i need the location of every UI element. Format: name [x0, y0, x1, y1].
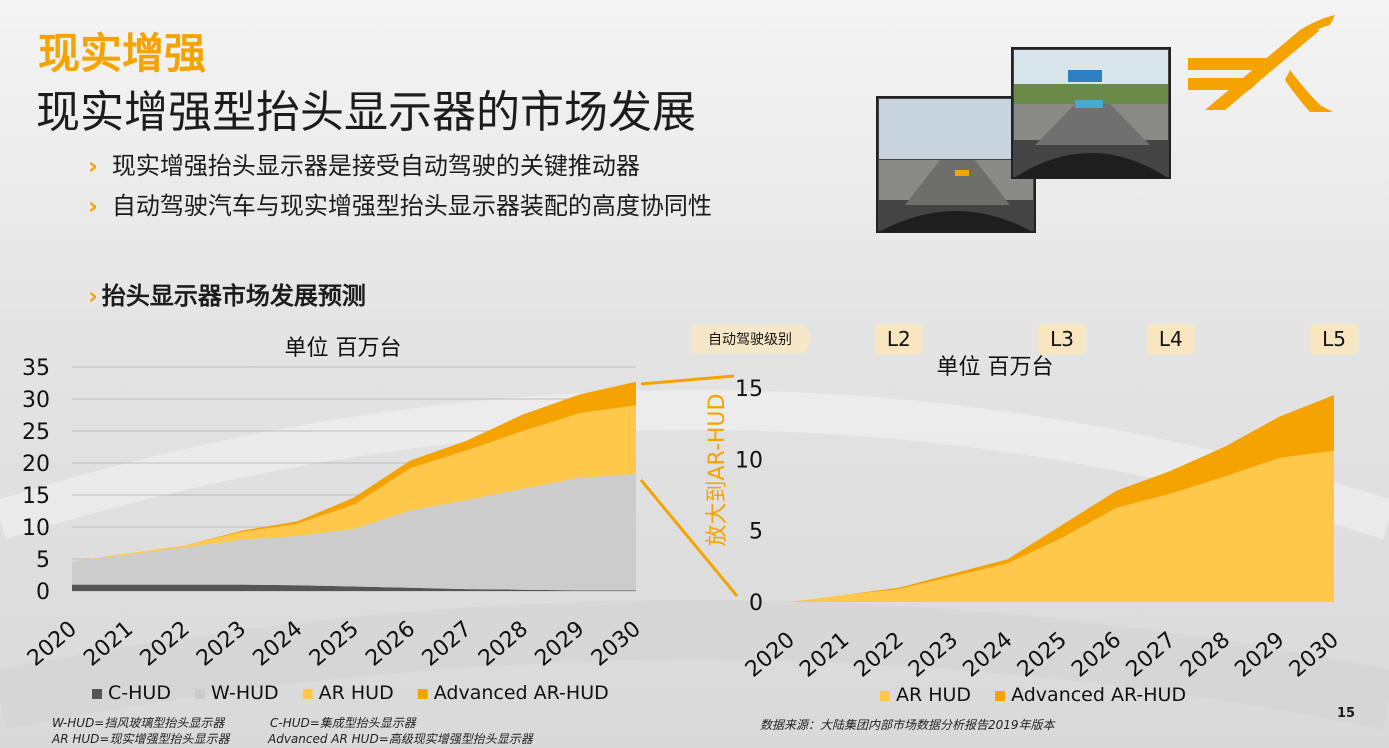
legend-swatch [302, 689, 313, 699]
x-tick-label: 2028 [474, 616, 533, 671]
legend-swatch [92, 689, 102, 699]
area-ar-hud [790, 450, 1334, 602]
y-tick-label: 10 [735, 448, 763, 473]
footnote: W-HUD=挡风玻璃型抬头显示器 [52, 716, 225, 730]
unit-label: 单位 百万台 [285, 336, 402, 361]
x-tick-label: 2022 [136, 616, 195, 671]
x-tick-label: 2024 [248, 616, 307, 671]
autonomy-level-name: L3 [1050, 327, 1074, 351]
y-tick-label: 0 [749, 591, 763, 616]
hud-photo-small [876, 96, 1036, 233]
legend-swatch [194, 689, 205, 699]
zoom-connector [639, 374, 739, 597]
bullet-text: 自动驾驶汽车与现实增强型抬头显示器装配的高度协同性 [111, 192, 712, 220]
x-tick-label: 2030 [587, 616, 646, 671]
area-w-hud [72, 473, 636, 591]
y-tick-label: 35 [22, 356, 50, 381]
bullet-text: 现实增强抬头显示器是接受自动驾驶的关键推动器 [111, 152, 640, 180]
area-advanced-ar-hud [72, 381, 636, 562]
legend-label: C-HUD [108, 682, 171, 704]
y-tick-label: 15 [735, 377, 763, 402]
autonomy-level-header [692, 325, 812, 353]
autonomy-level-label: 自动驾驶级别 [708, 332, 792, 348]
x-tick-label: 2030 [1285, 627, 1344, 682]
legend-label: W-HUD [211, 682, 279, 704]
x-tick-label: 2026 [361, 616, 420, 671]
legend-swatch [880, 691, 890, 701]
legend-label: Advanced AR-HUD [1011, 684, 1186, 706]
area-ar-hud [72, 405, 636, 562]
autonomy-level-name: L5 [1322, 327, 1346, 351]
x-tick-label: 2028 [1176, 627, 1235, 682]
autonomy-level-name: L4 [1159, 327, 1183, 351]
legend-swatch [995, 691, 1006, 701]
x-tick-label: 2023 [904, 627, 963, 682]
section-title-text: 抬头显示器市场发展预测 [101, 282, 366, 310]
page-number: 15 [1337, 706, 1356, 721]
x-tick-label: 2020 [741, 627, 800, 682]
x-tick-label: 2021 [795, 627, 854, 682]
x-tick-label: 2029 [1230, 627, 1289, 682]
legend-label: AR HUD [896, 684, 971, 706]
y-tick-label: 20 [22, 452, 50, 477]
autonomy-level-name: L2 [887, 327, 911, 351]
legend-label: Advanced AR-HUD [434, 682, 609, 704]
y-tick-label: 30 [22, 388, 50, 413]
x-tick-label: 2025 [1013, 627, 1072, 682]
x-tick-label: 2026 [1067, 627, 1126, 682]
chevron-right-icon: › [88, 152, 98, 180]
section-title: › 抬头显示器市场发展预测 [88, 276, 366, 311]
y-axis-label: 放大到AR-HUD [705, 394, 730, 547]
x-tick-label: 2022 [850, 627, 909, 682]
y-tick-label: 0 [36, 580, 50, 605]
y-tick-label: 25 [22, 420, 50, 445]
hud-photo-large [1011, 47, 1171, 179]
area-c-hud [72, 584, 636, 591]
ar-hud-zoom-chart: 0510152020202120222023202420252026202720… [692, 324, 1358, 706]
connector-line [640, 374, 735, 386]
x-tick-label: 2029 [530, 616, 589, 671]
x-tick-label: 2025 [305, 616, 364, 671]
data-source: 数据来源：大陆集团内部市场数据分析报告2019年版本 [760, 718, 1055, 732]
x-tick-label: 2023 [192, 616, 251, 671]
page-title: 现实增强型抬头显示器的市场发展 [36, 87, 696, 138]
bullet-point: › 自动驾驶汽车与现实增强型抬头显示器装配的高度协同性 [88, 186, 712, 221]
x-tick-label: 2024 [958, 627, 1017, 682]
y-tick-label: 15 [22, 484, 50, 509]
x-tick-label: 2020 [23, 616, 82, 671]
autonomy-level-box [874, 324, 923, 354]
connector-line [639, 479, 739, 597]
hud-market-chart: 0510152025303520202021202220232024202520… [22, 336, 646, 704]
autonomy-level-box [1310, 324, 1358, 354]
x-tick-label: 2027 [418, 616, 477, 671]
kicker-title: 现实增强 [38, 29, 207, 78]
bullet-point: › 现实增强抬头显示器是接受自动驾驶的关键推动器 [88, 146, 640, 181]
y-tick-label: 5 [36, 548, 50, 573]
chevron-right-icon: › [88, 282, 98, 310]
legend-label: AR HUD [319, 682, 394, 704]
footnote: Advanced AR HUD=高级现实增强型抬头显示器 [268, 732, 533, 746]
x-tick-label: 2027 [1122, 627, 1181, 682]
autonomy-level-box [1146, 324, 1195, 354]
autonomy-level-box [1038, 324, 1086, 354]
y-tick-label: 5 [749, 520, 763, 545]
y-tick-label: 10 [22, 516, 50, 541]
road-logo-icon [1188, 15, 1335, 112]
footnote: AR HUD=现实增强型抬头显示器 [52, 732, 230, 746]
footnote: C-HUD=集成型抬头显示器 [270, 716, 416, 730]
legend-swatch [417, 689, 428, 699]
chevron-right-icon: › [88, 192, 98, 220]
unit-label: 单位 百万台 [937, 355, 1054, 380]
x-tick-label: 2021 [79, 616, 138, 671]
